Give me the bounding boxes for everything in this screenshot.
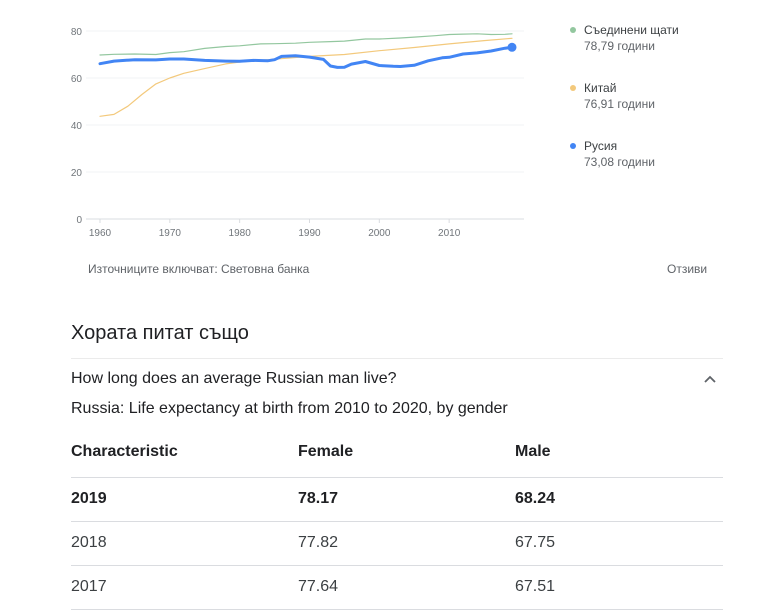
x-tick-label: 1980 <box>229 228 252 239</box>
y-tick-label: 0 <box>76 215 82 226</box>
legend-dot-china <box>570 85 576 91</box>
x-tick-label: 1960 <box>89 228 112 239</box>
table-header-cell: Female <box>298 443 354 460</box>
series-endpoint-russia <box>507 42 517 52</box>
table-caption: Russia: Life expectancy at birth from 20… <box>71 400 508 417</box>
legend-name-russia: Русия <box>584 139 618 153</box>
chart-legend: Съединени щати 78,79 години Китай 76,91 … <box>570 22 710 170</box>
y-tick-label: 20 <box>71 168 83 179</box>
series-line-china <box>99 37 513 117</box>
legend-value-russia: 73,08 години <box>584 155 655 169</box>
chevron-up-icon[interactable] <box>700 370 720 390</box>
table-cell: 67.75 <box>515 534 556 551</box>
x-tick-label: 2000 <box>368 228 391 239</box>
legend-value-china: 76,91 години <box>584 97 655 111</box>
series-line-usa <box>99 33 513 56</box>
legend-item-usa[interactable]: Съединени щати 78,79 години <box>570 22 710 54</box>
table-cell: 2017 <box>71 578 107 595</box>
life-expectancy-table: Characteristic Female Male 2019 78.17 68… <box>71 430 723 610</box>
paa-question[interactable]: How long does an average Russian man liv… <box>71 370 397 387</box>
table-row: 2017 77.64 67.51 <box>71 566 723 610</box>
legend-name-usa: Съединени щати <box>584 23 679 37</box>
people-also-ask-title: Хората питат също <box>71 322 249 344</box>
legend-item-russia[interactable]: Русия 73,08 години <box>570 138 710 170</box>
divider <box>71 358 723 359</box>
y-tick-label: 40 <box>71 121 83 132</box>
table-cell: 78.17 <box>298 490 339 507</box>
chart-svg: 0 20 40 60 80 1960 1970 1980 1990 2000 2010 <box>71 27 524 239</box>
table-header-cell: Characteristic <box>71 443 178 460</box>
series-line-russia <box>98 45 514 69</box>
legend-value-usa: 78,79 години <box>584 39 655 53</box>
table-row: 2019 78.17 68.24 <box>71 478 723 522</box>
table-cell: 68.24 <box>515 490 556 507</box>
table-header-row: Characteristic Female Male <box>71 430 723 478</box>
table-cell: 67.51 <box>515 578 556 595</box>
y-tick-label: 80 <box>71 27 83 38</box>
legend-name-china: Китай <box>584 81 617 95</box>
table-cell: 2019 <box>71 490 107 507</box>
table-cell: 2018 <box>71 534 107 551</box>
life-expectancy-chart: 0 20 40 60 80 1960 1970 1980 1990 2000 2010 Съедин… <box>0 0 784 240</box>
x-tick-label: 1970 <box>159 228 182 239</box>
legend-item-china[interactable]: Китай 76,91 години <box>570 80 710 112</box>
table-cell: 77.82 <box>298 534 339 551</box>
legend-dot-russia <box>570 143 576 149</box>
x-tick-label: 2010 <box>438 228 461 239</box>
x-tick-label: 1990 <box>298 228 321 239</box>
table-header-cell: Male <box>515 443 551 460</box>
chart-source: Източниците включват: Световна банка <box>88 262 310 276</box>
feedback-link[interactable]: Отзиви <box>667 262 708 276</box>
legend-dot-usa <box>570 27 576 33</box>
table-cell: 77.64 <box>298 578 339 595</box>
y-tick-label: 60 <box>71 74 83 85</box>
table-row: 2018 77.82 67.75 <box>71 522 723 566</box>
